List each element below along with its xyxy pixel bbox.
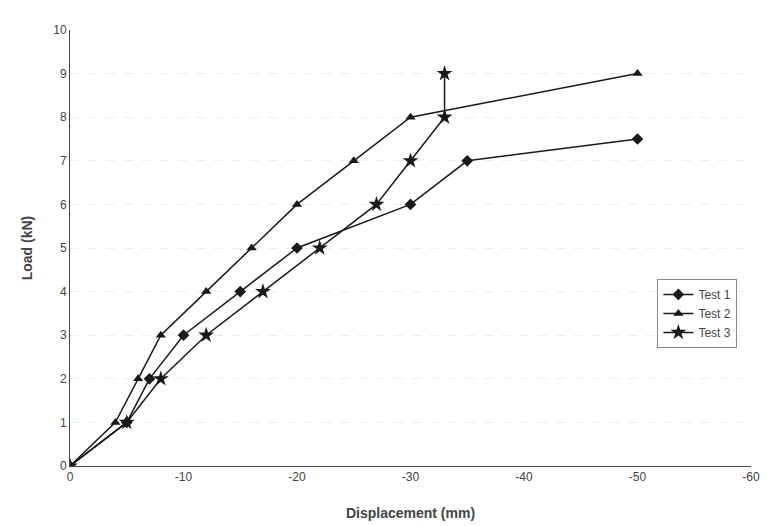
svg-text:9: 9: [60, 67, 67, 81]
svg-text:-20: -20: [288, 470, 306, 484]
svg-text:1: 1: [60, 416, 67, 430]
svg-text:8: 8: [60, 110, 67, 124]
svg-text:4: 4: [60, 285, 67, 299]
svg-text:Test 2: Test 2: [698, 307, 730, 321]
svg-text:0: 0: [67, 470, 74, 484]
svg-text:-10: -10: [175, 470, 193, 484]
svg-text:-60: -60: [742, 470, 760, 484]
svg-text:2: 2: [60, 372, 67, 386]
svg-text:-30: -30: [402, 470, 420, 484]
svg-text:-50: -50: [629, 470, 647, 484]
svg-text:0: 0: [60, 459, 67, 473]
svg-text:6: 6: [60, 198, 67, 212]
svg-text:3: 3: [60, 328, 67, 342]
svg-text:Test 3: Test 3: [698, 326, 730, 340]
svg-text:Displacement (mm): Displacement (mm): [346, 505, 475, 521]
svg-text:7: 7: [60, 154, 67, 168]
svg-text:-40: -40: [515, 470, 533, 484]
svg-text:5: 5: [60, 241, 67, 255]
svg-text:10: 10: [53, 23, 67, 37]
svg-text:Test 1: Test 1: [698, 288, 730, 302]
svg-text:Load (kN): Load (kN): [19, 216, 35, 281]
